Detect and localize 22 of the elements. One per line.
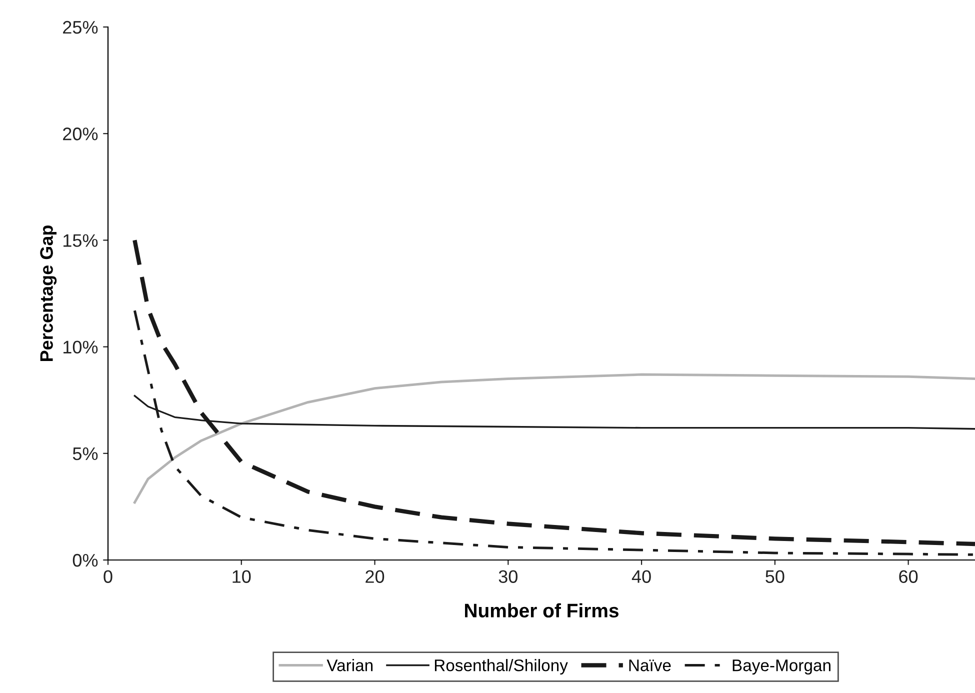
legend-label: Rosenthal/Shilony: [434, 659, 568, 675]
y-tick-label: 5%: [72, 447, 98, 460]
line-series: [133, 373, 975, 504]
legend-label: Varian: [326, 659, 373, 672]
y-tick-label: 10%: [64, 340, 98, 354]
y-tick-label: 25%: [63, 20, 98, 34]
line-series: [133, 309, 975, 556]
y-tick-label: 0%: [72, 554, 98, 567]
x-tick-label: 0: [104, 570, 112, 583]
x-tick-label: 60: [899, 570, 918, 583]
y-tick-label: 15%: [64, 234, 98, 247]
legend-label: Naïve: [629, 660, 671, 672]
x-tick-label: 30: [498, 570, 518, 583]
x-axis-title: Number of Firms: [465, 603, 618, 618]
legend-label: Baye-Morgan: [732, 660, 830, 675]
y-tick-label: 20%: [63, 128, 98, 140]
y-axis-title: Percentage Gap: [40, 225, 57, 362]
x-tick-label: 50: [766, 570, 784, 583]
x-tick-label: 40: [632, 570, 651, 583]
x-tick-label: 10: [232, 570, 251, 583]
line-series: [132, 238, 975, 546]
x-tick-label: 20: [366, 570, 384, 583]
